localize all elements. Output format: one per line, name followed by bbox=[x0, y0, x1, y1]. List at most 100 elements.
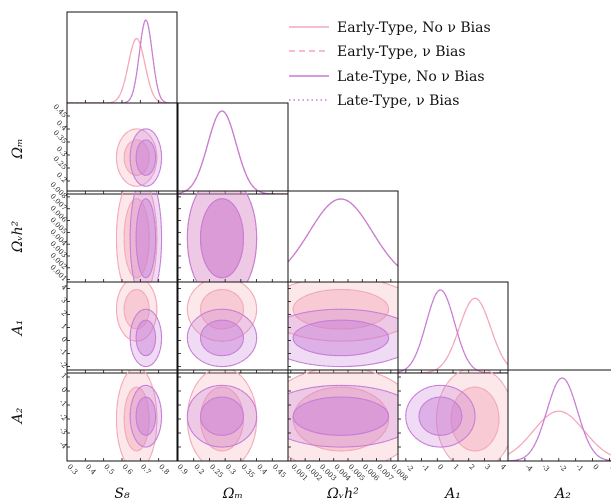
panel bbox=[177, 190, 289, 283]
contour bbox=[418, 396, 463, 436]
y-tick-label: 0.25 bbox=[52, 155, 69, 172]
x-tick-label: 0.8 bbox=[157, 463, 171, 477]
legend-label: Early-Type, No ν Bias bbox=[337, 20, 491, 36]
contour bbox=[450, 386, 500, 452]
y-tick-label: 1 bbox=[59, 372, 68, 381]
panel: 0.3 0.4 0.5 0.6 0.7 0.8 0.9 -4 -3 -2 -1 0 1 bbox=[58, 369, 189, 477]
y-tick-label: 0.35 bbox=[52, 129, 69, 146]
x-tick-label: 0.4 bbox=[84, 463, 98, 477]
marginal-curve bbox=[288, 198, 398, 267]
y-tick-label: -3 bbox=[58, 426, 68, 436]
contour bbox=[186, 308, 258, 368]
contour bbox=[135, 319, 157, 357]
marginal-curve bbox=[288, 198, 398, 267]
marginal-curve bbox=[508, 377, 611, 461]
panel bbox=[397, 281, 509, 374]
x-tick-label: 0.3 bbox=[224, 463, 238, 477]
x-tick-label: 2 bbox=[467, 463, 476, 472]
x-tick-label: 0.35 bbox=[239, 463, 256, 480]
x-tick-label: 0.5 bbox=[102, 463, 116, 477]
y-axis-label: Ωᵥh² bbox=[10, 220, 26, 253]
panel: 0.20.250.30.350.40.45 bbox=[52, 102, 178, 195]
contour bbox=[186, 384, 258, 448]
contour bbox=[123, 139, 150, 176]
contour bbox=[292, 396, 390, 436]
marginal-curve bbox=[288, 198, 398, 267]
panel bbox=[177, 102, 289, 195]
legend-label: Late-Type, No ν Bias bbox=[337, 69, 485, 85]
y-tick-label: 2 bbox=[59, 309, 68, 318]
x-tick-label: 0.25 bbox=[208, 463, 225, 480]
panel bbox=[287, 190, 399, 283]
contour bbox=[288, 370, 398, 461]
x-tick-label: 0.2 bbox=[192, 463, 206, 477]
y-tick-label: 0.45 bbox=[52, 103, 69, 120]
y-tick-label: 4 bbox=[59, 283, 68, 292]
x-tick-label: -1 bbox=[574, 463, 584, 473]
contour bbox=[129, 191, 163, 282]
legend-entry: Late-Type, ν Bias bbox=[289, 93, 459, 109]
contour bbox=[123, 386, 150, 452]
contour bbox=[129, 384, 163, 448]
contour bbox=[123, 289, 150, 330]
panel-frame bbox=[177, 102, 289, 195]
legend-entry: Early-Type, No ν Bias bbox=[289, 20, 491, 36]
y-tick-label: 1 bbox=[59, 322, 68, 331]
contour bbox=[200, 396, 244, 436]
x-axis-label: Ωᵥh² bbox=[326, 486, 359, 502]
y-tick-label: 0 bbox=[59, 335, 68, 344]
x-tick-label: -4 bbox=[524, 463, 535, 474]
marginal-curve bbox=[508, 410, 611, 456]
marginal-curve bbox=[178, 110, 288, 194]
contour bbox=[436, 370, 508, 461]
x-tick-label: 4 bbox=[499, 463, 508, 472]
contour bbox=[288, 308, 398, 368]
x-tick-label: -2 bbox=[557, 463, 567, 473]
contour bbox=[292, 319, 390, 357]
contour bbox=[115, 370, 158, 461]
contour bbox=[115, 191, 158, 282]
legend-label: Late-Type, ν Bias bbox=[337, 93, 459, 109]
corner-panels: 0.20.250.30.350.40.450.0010.0020.0030.00… bbox=[10, 11, 611, 502]
x-tick-label: -1 bbox=[420, 463, 430, 473]
contour bbox=[405, 384, 476, 448]
x-axis-label: A₁ bbox=[443, 486, 461, 502]
contour bbox=[186, 191, 258, 282]
legend-entry: Late-Type, No ν Bias bbox=[289, 69, 485, 85]
panel bbox=[287, 281, 399, 374]
y-tick-label: -4 bbox=[58, 440, 69, 451]
contour bbox=[200, 289, 244, 330]
contour bbox=[200, 396, 244, 436]
x-axis-label: Ωₘ bbox=[222, 486, 243, 502]
marginal-curve bbox=[398, 297, 508, 373]
x-tick-label: -2 bbox=[404, 463, 414, 473]
x-tick-label: 0.4 bbox=[255, 463, 269, 477]
y-tick-label: -1 bbox=[58, 346, 68, 356]
contour bbox=[200, 319, 244, 357]
contour bbox=[115, 128, 158, 187]
y-axis-label: Ωₘ bbox=[10, 138, 26, 159]
contour bbox=[200, 198, 244, 279]
x-axis-label: A₂ bbox=[553, 486, 571, 502]
contour bbox=[135, 139, 157, 176]
legend-label: Early-Type, ν Bias bbox=[337, 44, 466, 60]
panel-frame bbox=[507, 369, 611, 462]
panel: -4 -3 -2 -1 0 1 bbox=[507, 369, 611, 474]
x-tick-label: 3 bbox=[483, 463, 492, 472]
y-tick-label: -2 bbox=[58, 412, 68, 422]
legend: Early-Type, No ν Bias Early-Type, ν Bias… bbox=[289, 20, 491, 109]
marginal-curve bbox=[67, 37, 177, 103]
contour bbox=[418, 396, 463, 436]
panel-frame bbox=[397, 281, 509, 374]
marginal-curve bbox=[508, 410, 611, 456]
legend-entry: Early-Type, ν Bias bbox=[289, 44, 466, 60]
contour bbox=[123, 198, 150, 279]
marginal-curve bbox=[398, 297, 508, 373]
x-axis-label: S₈ bbox=[114, 486, 130, 502]
marginal-curve bbox=[508, 377, 611, 461]
x-tick-label: 0.3 bbox=[66, 463, 80, 477]
marginal-curve bbox=[67, 37, 177, 103]
